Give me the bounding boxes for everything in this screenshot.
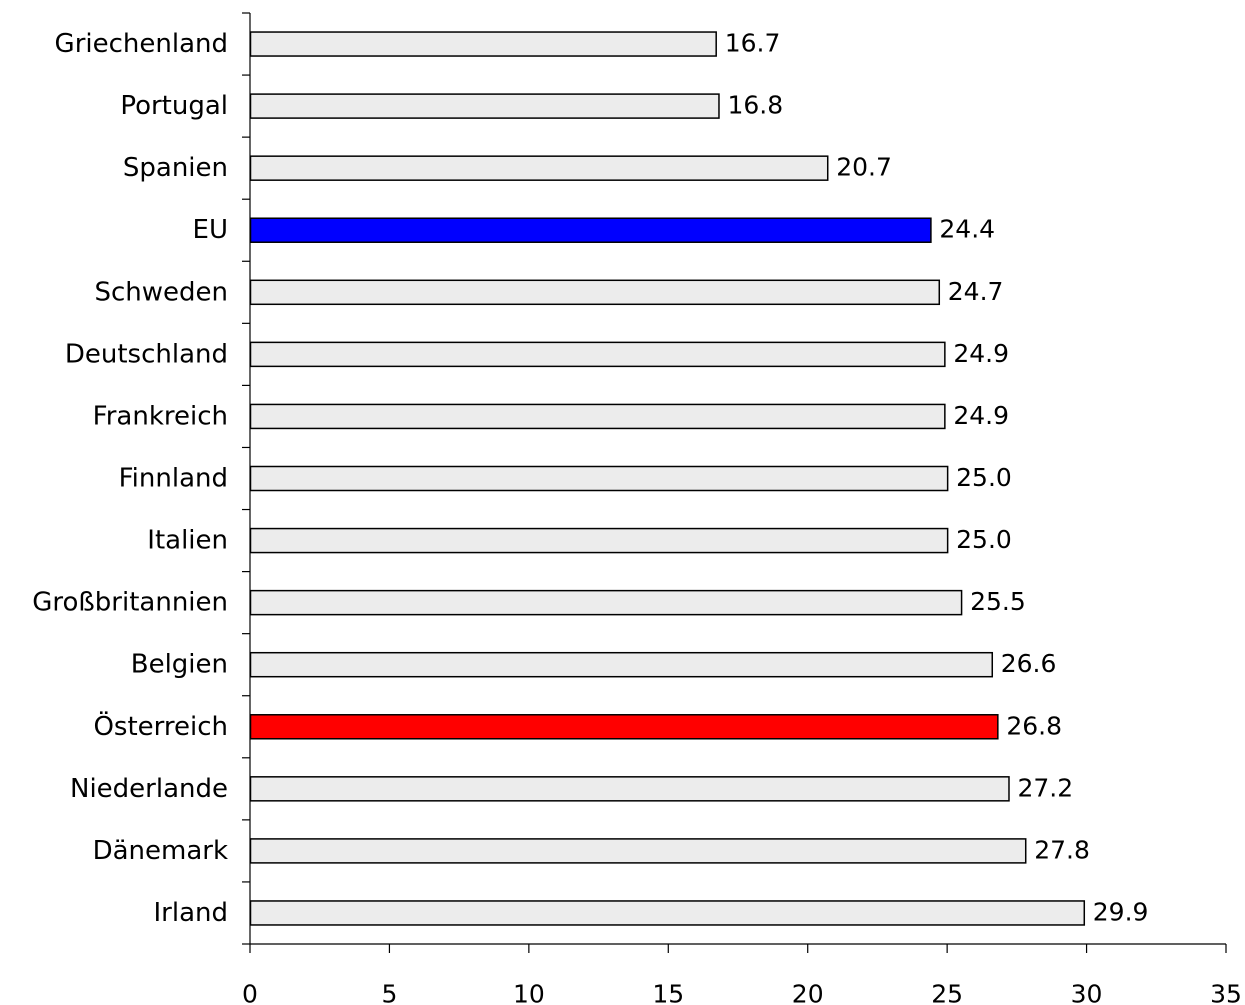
value-label-belgien: 26.6: [1001, 649, 1057, 678]
bar-deutschland: [249, 341, 946, 368]
value-label-deutschland: 24.9: [953, 339, 1009, 368]
bar-eu: [249, 217, 932, 243]
bar-portugal: [249, 93, 720, 119]
category-label-frankreich: Frankreich: [93, 401, 228, 431]
bar-frankreich: [249, 403, 946, 430]
x-tick-label-10: 10: [513, 980, 545, 1005]
x-tick-label-25: 25: [931, 980, 963, 1005]
value-label-irland: 29.9: [1093, 897, 1149, 926]
bar-finnland: [249, 465, 949, 492]
value-label-spanien: 20.7: [836, 153, 892, 182]
bar-schweden: [249, 279, 941, 306]
category-label-griechenland: Griechenland: [55, 29, 228, 59]
bar-grossbritannien: [249, 589, 963, 616]
value-label-schweden: 24.7: [948, 277, 1004, 306]
bar-spanien: [249, 155, 829, 181]
value-label-frankreich: 24.9: [953, 401, 1009, 430]
bar-belgien: [249, 651, 994, 678]
x-tick-label-5: 5: [381, 980, 397, 1005]
category-label-schweden: Schweden: [94, 277, 228, 307]
value-label-portugal: 16.8: [727, 91, 783, 120]
category-label-portugal: Portugal: [120, 91, 228, 121]
bar-niederlande: [249, 776, 1010, 802]
bar-griechenland: [249, 31, 717, 57]
value-label-italien: 25.0: [956, 525, 1012, 554]
bar-irland: [249, 900, 1086, 926]
axis-layer: Griechenland 16.7 Portugal 16.8 Spanien 20.7 E…: [32, 12, 1242, 1005]
category-label-grossbritannien: Großbritannien: [32, 588, 228, 618]
x-tick-label-30: 30: [1071, 980, 1103, 1005]
x-tick-label-15: 15: [652, 980, 684, 1005]
value-label-danemark: 27.8: [1034, 835, 1090, 864]
value-label-osterreich: 26.8: [1006, 711, 1062, 740]
value-label-grossbritannien: 25.5: [970, 587, 1026, 616]
bar-osterreich: [249, 714, 999, 740]
x-tick-label-35: 35: [1210, 980, 1242, 1005]
category-label-spanien: Spanien: [123, 153, 228, 183]
x-tick-label-0: 0: [242, 980, 258, 1005]
value-label-niederlande: 27.2: [1017, 773, 1073, 802]
x-tick-label-20: 20: [792, 980, 824, 1005]
bars-layer: [249, 31, 1086, 926]
value-label-griechenland: 16.7: [725, 29, 781, 58]
category-label-deutschland: Deutschland: [65, 339, 228, 369]
bar-italien: [249, 527, 949, 554]
category-label-belgien: Belgien: [131, 650, 228, 680]
category-label-osterreich: Österreich: [93, 710, 228, 742]
category-label-finnland: Finnland: [119, 464, 228, 494]
value-label-eu: 24.4: [939, 215, 995, 244]
category-label-niederlande: Niederlande: [70, 774, 228, 804]
category-label-italien: Italien: [147, 526, 228, 556]
bar-danemark: [249, 838, 1027, 864]
category-label-danemark: Dänemark: [93, 836, 228, 866]
category-label-irland: Irland: [154, 898, 229, 928]
value-label-finnland: 25.0: [956, 463, 1012, 492]
category-label-eu: EU: [193, 215, 228, 245]
